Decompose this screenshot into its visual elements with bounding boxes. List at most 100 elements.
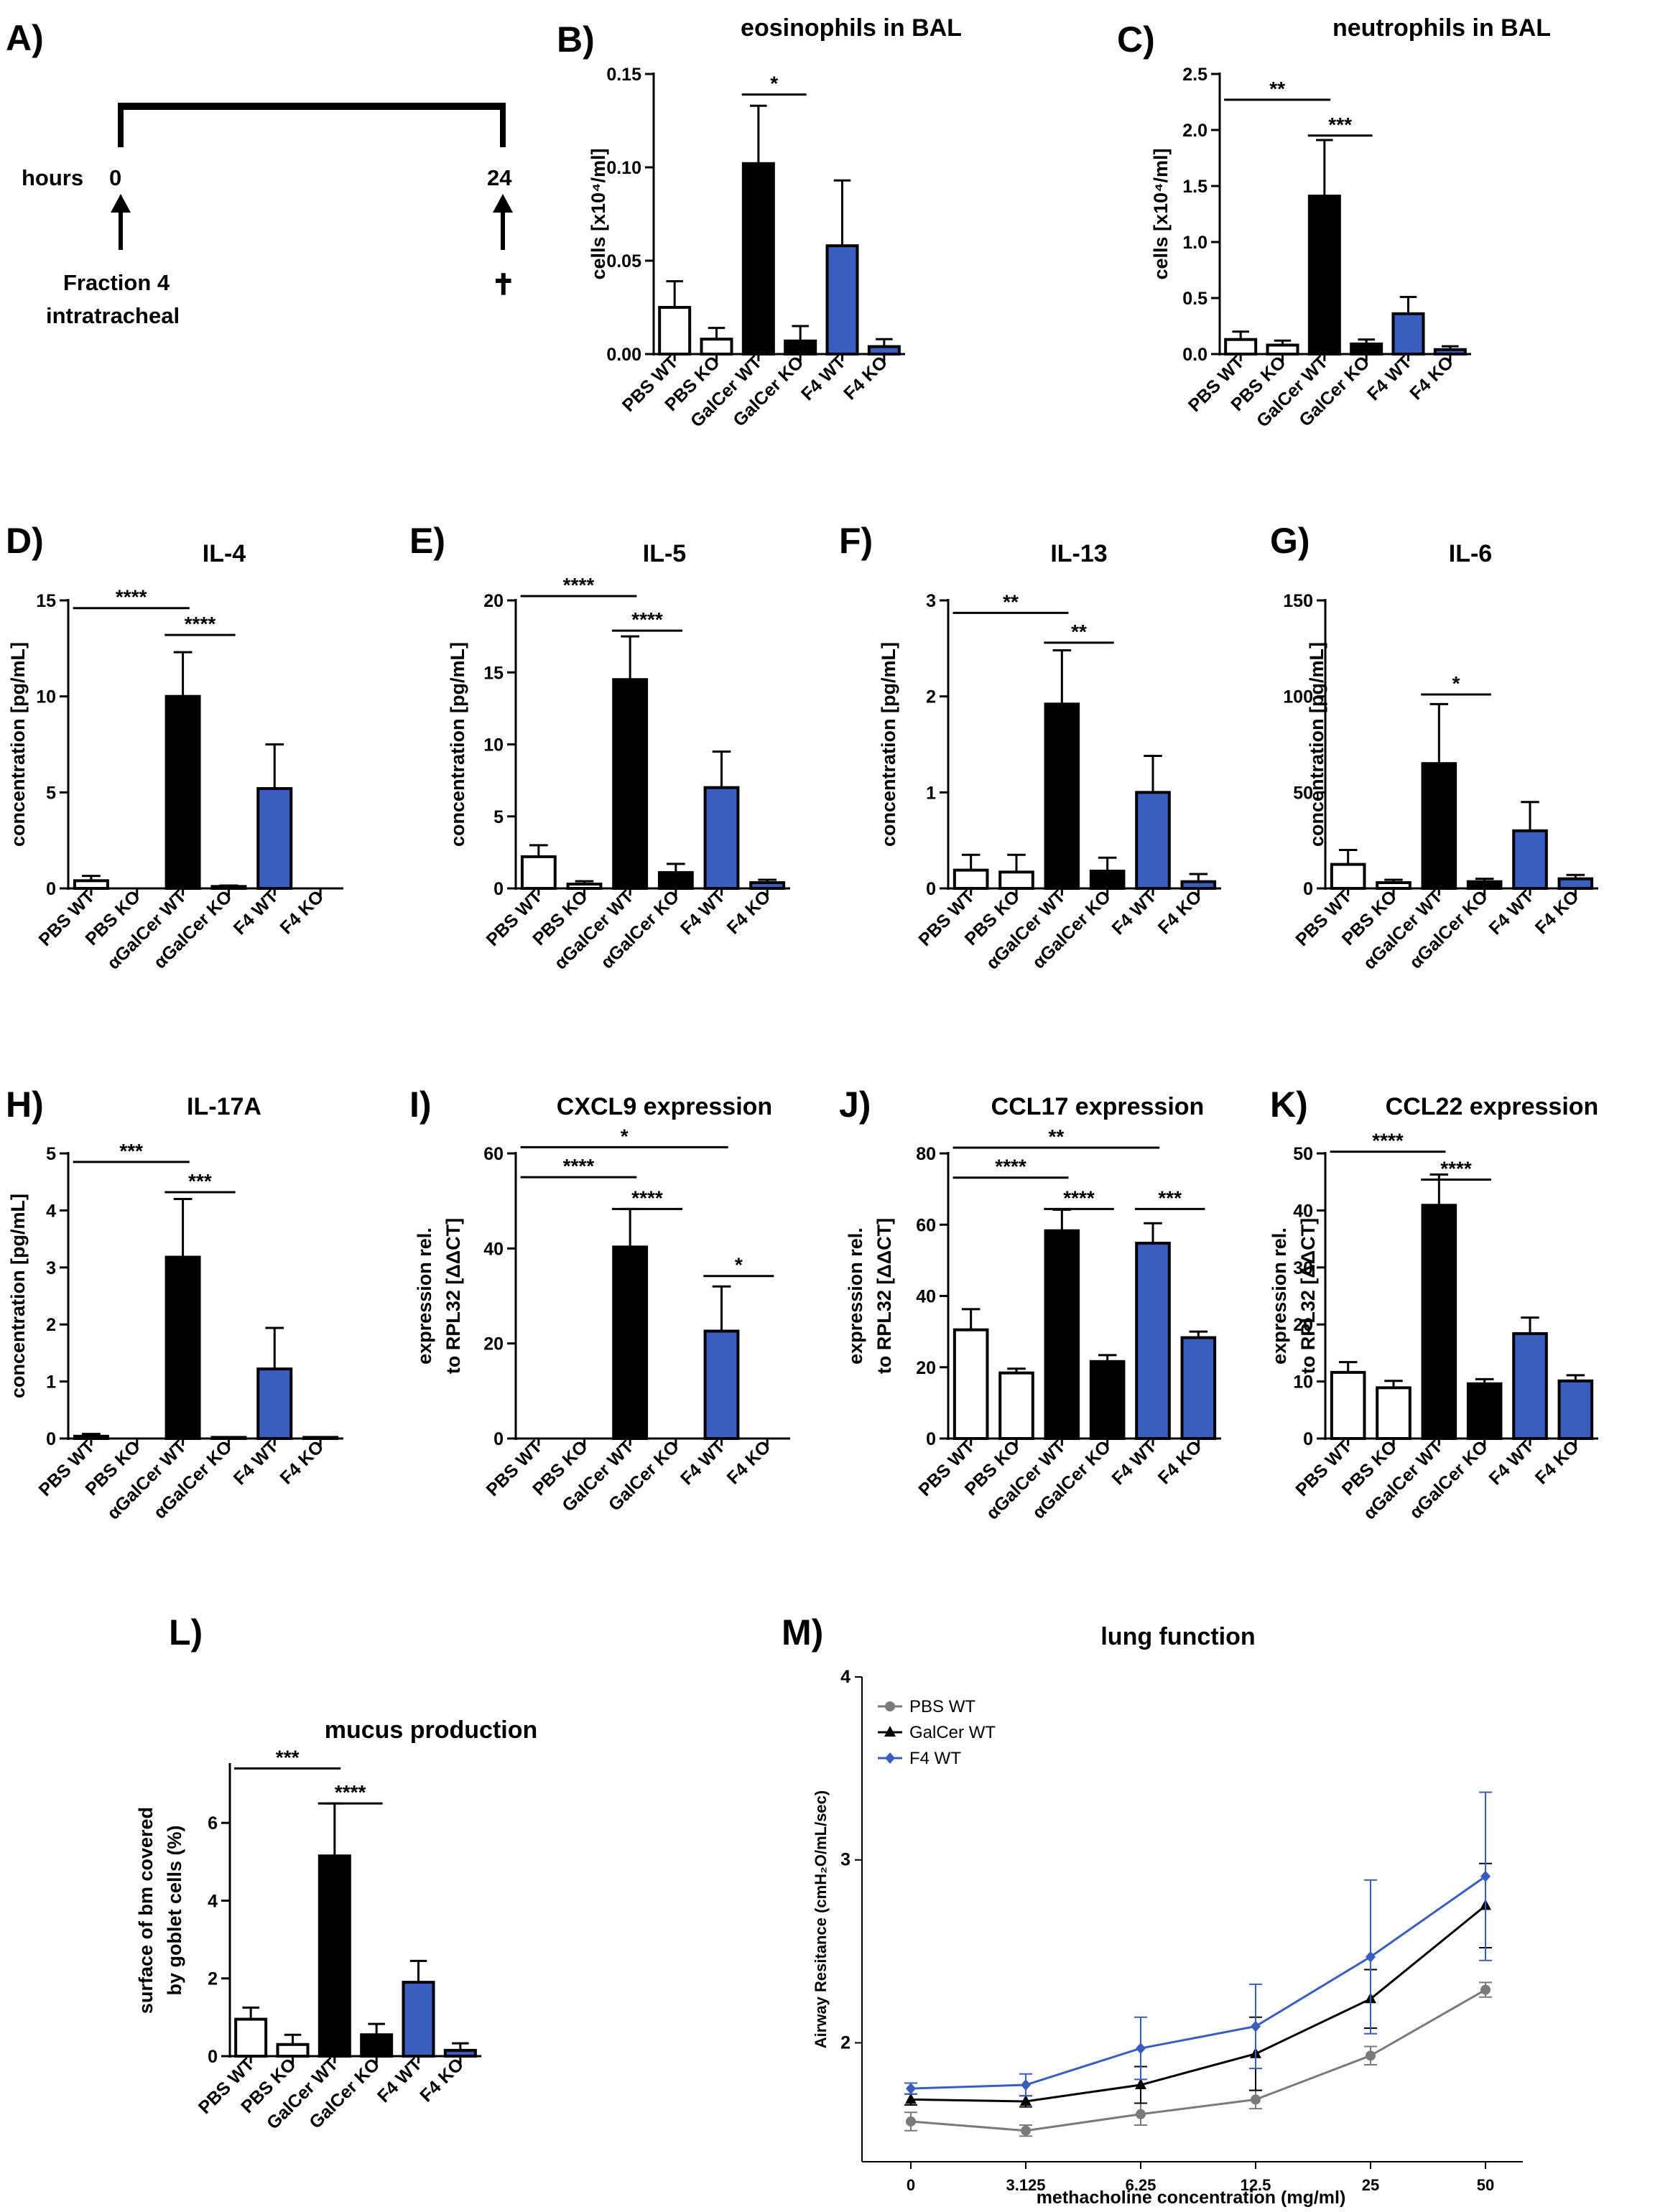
bar-k-3: [1421, 1204, 1457, 1441]
x-tick-label: 0: [907, 2176, 915, 2194]
y-tick-label: 80: [916, 1144, 936, 1164]
chart-title-i: CXCL9 expression: [557, 1093, 772, 1120]
y-tick-label: 20: [1293, 1315, 1313, 1335]
bar-j-6: [1180, 1336, 1217, 1441]
bar-b-5: [825, 244, 859, 356]
data-point: [1480, 1870, 1491, 1882]
data-point: [1135, 2078, 1146, 2090]
bar-l-2: [276, 2043, 310, 2058]
panel-j-chart: J) CCL17 expression 0 20 40 60 80 expression re…: [839, 1084, 1221, 1523]
significance-label: **: [1048, 1125, 1064, 1148]
y-tick-label: 0: [1303, 1429, 1313, 1449]
y-tick-label: 0: [46, 1429, 56, 1449]
y-tick-label: 2: [926, 687, 936, 707]
bar-e-5: [703, 786, 740, 891]
x-tick-label: F4 WT: [230, 886, 282, 939]
bar-k-5: [1512, 1332, 1548, 1441]
bar-g-6: [1557, 877, 1594, 890]
panel-l-chart: L) mucus production 0 2 4 6 surface of bm cove…: [135, 1612, 537, 2134]
y-tick-label: 0: [46, 879, 56, 899]
x-tick-label: F4 KO: [1154, 886, 1206, 938]
data-point: [905, 2093, 917, 2104]
series-line: [910, 1989, 1486, 2132]
bar-d-4: [210, 885, 247, 890]
chart-panels: B) eosinophils in BAL0.000.050.100.15cell…: [6, 14, 1598, 2208]
bar-h-5: [256, 1367, 293, 1440]
y-tick-label: 5: [46, 783, 56, 803]
chart-title-c: neutrophils in BAL: [1332, 14, 1551, 42]
data-point: [1480, 1984, 1491, 1995]
significance-label: ****: [335, 1781, 366, 1803]
bar-e-2: [566, 882, 603, 890]
y-axis-label-f: concentration [pg/mL]: [878, 642, 899, 847]
panel-label-h: H): [6, 1084, 44, 1125]
panel-label-l: L): [169, 1612, 203, 1653]
y-tick-label: 2: [46, 1315, 56, 1335]
y-tick-label: 0: [926, 879, 936, 899]
x-tick-label: 25: [1362, 2176, 1379, 2194]
bar-f-3: [1044, 702, 1080, 890]
y-axis-label-j: expression rel.: [845, 1227, 866, 1365]
significance-label: ****: [563, 1155, 595, 1177]
significance-label: ****: [631, 608, 663, 631]
significance-label: ****: [116, 586, 147, 608]
panel-label-c: C): [1117, 19, 1155, 60]
bar-c-6: [1433, 348, 1467, 356]
y-tick-label: 50: [1293, 783, 1313, 803]
x-tick-label: 12.5: [1241, 2176, 1271, 2194]
x-tick-label: 3.125: [1006, 2176, 1045, 2194]
y-tick-label: 40: [1293, 1201, 1313, 1221]
bar-e-6: [749, 880, 786, 890]
x-tick-label: F4 WT: [230, 1436, 282, 1489]
y-tick-label: 0: [926, 1429, 936, 1449]
data-point: [1251, 2094, 1261, 2105]
y-axis-label-l: surface of bm covered: [135, 1807, 157, 2014]
bar-k-6: [1557, 1379, 1594, 1441]
panel-label-m: M): [782, 1612, 823, 1653]
legend-marker: [885, 1701, 895, 1711]
significance-label: *: [1452, 672, 1460, 694]
panel-c-chart: C) neutrophils in BAL 0.0 0.5 1.0 1.5 2.0 2.5 ce…: [1117, 14, 1551, 432]
data-point: [1021, 2079, 1031, 2091]
y-axis-label-k: expression rel.: [1269, 1227, 1290, 1365]
chart-title-e: IL-5: [643, 540, 686, 567]
panel-i-chart: I) CXCL9 expression 0 20 40 60 expression rel.…: [409, 1084, 790, 1516]
significance-label: ****: [995, 1156, 1026, 1178]
panel-label-b: B): [557, 19, 595, 60]
panel-label-j: J): [839, 1084, 871, 1125]
significance-label: ***: [1328, 113, 1352, 136]
x-axis-label-m: methacholine concentration (mg/ml): [1037, 2188, 1346, 2208]
bar-e-4: [657, 870, 694, 890]
chart-title-m: lung function: [1100, 1623, 1255, 1650]
y-tick-label: 3: [840, 1850, 850, 1870]
chart-title-j: CCL17 expression: [991, 1093, 1205, 1120]
y-tick-label: 0.0: [1182, 345, 1207, 365]
legend-label: PBS WT: [909, 1697, 975, 1716]
bar-d-5: [256, 786, 293, 891]
bar-l-5: [402, 1981, 435, 2058]
bar-g-5: [1512, 829, 1548, 891]
bar-c-2: [1266, 343, 1299, 356]
bar-g-2: [1376, 880, 1412, 890]
x-tick-label: F4 WT: [1485, 886, 1537, 939]
chart-title-g: IL-6: [1449, 540, 1492, 567]
bar-l-4: [360, 2033, 394, 2058]
x-tick-label: F4 KO: [840, 352, 891, 404]
panel-k-chart: K) CCL22 expression 0 10 20 30 40 50 expression …: [1269, 1084, 1598, 1523]
y-axis-label-c: cells [x10⁴/ml]: [1150, 149, 1172, 280]
bar-k-4: [1466, 1382, 1503, 1440]
treatment-arrow-head: [111, 194, 131, 213]
y-tick-label: 0.5: [1182, 289, 1207, 309]
panel-a-timeline: A) hours 0 24 Fraction 4 intratracheal ✝: [6, 18, 516, 328]
bar-c-1: [1224, 338, 1258, 356]
y-tick-label: 2.5: [1182, 65, 1207, 85]
bar-g-4: [1466, 880, 1503, 890]
y-tick-label: 20: [483, 591, 504, 611]
x-tick-label: F4 WT: [1108, 1436, 1160, 1489]
chart-title-d: IL-4: [203, 540, 246, 567]
y-tick-label: 10: [36, 687, 56, 707]
